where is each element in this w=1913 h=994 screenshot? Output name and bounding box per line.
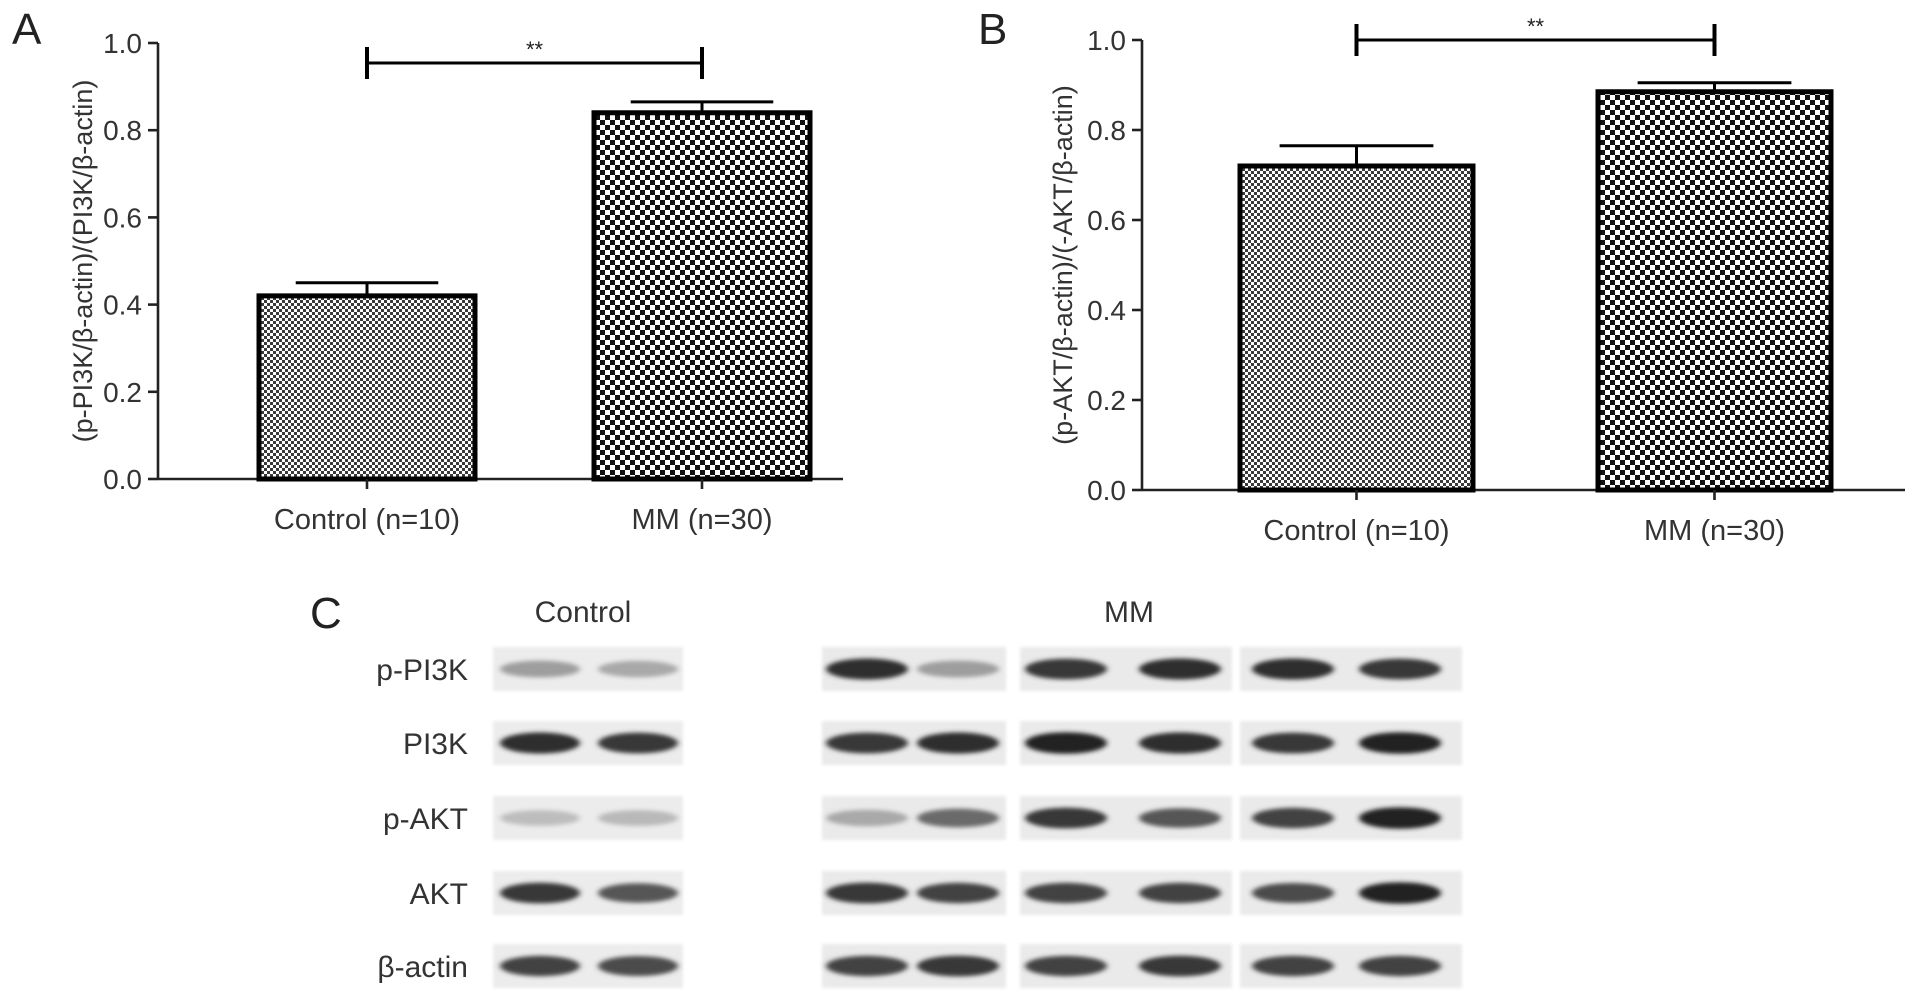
blot-row-label: AKT (410, 878, 468, 911)
blot-band (1025, 807, 1107, 829)
panel-a-y-axis-label: (p-PI3K/β-actin)/(PI3K/β-actin) (68, 80, 98, 443)
panel-b-bar (1595, 89, 1834, 493)
blot-band (1025, 658, 1107, 680)
blot-band (1252, 883, 1334, 903)
panel-a-category-label: Control (n=10) (274, 504, 460, 536)
panel-b-y-tick-label: 0.8 (1087, 115, 1126, 146)
blot-band (826, 882, 908, 904)
blot-band (1252, 955, 1334, 977)
blot-band (1025, 732, 1107, 754)
blot-band (1359, 732, 1441, 754)
panel-b-category-label: MM (n=30) (1644, 515, 1785, 547)
blot-band (1359, 882, 1441, 904)
panel-a-y-tick-label: 0.0 (103, 464, 142, 495)
panel-a-y-tick-label: 0.4 (103, 290, 142, 321)
panel-b-y-tick-label: 0.2 (1087, 385, 1126, 416)
blot-band (500, 882, 580, 904)
blot-band (826, 732, 908, 754)
panel-b-bar (1237, 163, 1476, 493)
panel-c-letter: C (310, 589, 342, 638)
blot-band (598, 732, 678, 754)
blot-band (826, 658, 908, 680)
blot-band (598, 883, 678, 903)
panel-b-category-label: Control (n=10) (1263, 515, 1449, 547)
panel-a-y-tick-label: 1.0 (103, 28, 142, 59)
blot-band (826, 955, 908, 977)
blot-band (1025, 882, 1107, 904)
blot-band (1252, 732, 1334, 754)
blot-band (500, 732, 580, 754)
panel-b-significance-label: ** (1527, 14, 1545, 39)
blot-band (917, 660, 999, 678)
panel-a-y-tick-label: 0.6 (103, 202, 142, 233)
blot-band (1359, 955, 1441, 977)
blot-band (500, 810, 580, 826)
panel-a-category-label: MM (n=30) (631, 504, 772, 536)
panel-a-bar-chart: A 0.0 0.2 0.4 0.6 0.8 1.0(p-PI3K/β-actin)/(PI… (12, 5, 843, 536)
blot-band (598, 660, 678, 678)
blot-band (1025, 955, 1107, 977)
panel-b-y-tick-label: 0.0 (1087, 475, 1126, 506)
panel-a-y-tick-label: 0.2 (103, 377, 142, 408)
blot-band (1359, 807, 1441, 829)
panel-a-y-tick-label: 0.8 (103, 115, 142, 146)
panel-a-significance-label: ** (526, 37, 544, 62)
blot-band (917, 882, 999, 904)
blot-band (917, 808, 999, 828)
blot-band (500, 955, 580, 977)
panel-a-bar (256, 293, 478, 482)
panel-b-y-tick-label: 1.0 (1087, 25, 1126, 56)
blot-row-label: β-actin (377, 951, 468, 984)
panel-b-y-tick-label: 0.4 (1087, 295, 1126, 326)
blot-band (826, 809, 908, 827)
panel-b-bar-chart: B 0.0 0.2 0.4 0.6 0.8 1.0 (p-AKT/β-actin)/(-AK… (978, 5, 1905, 547)
blot-band (917, 732, 999, 754)
blot-row-label: p-PI3K (376, 654, 468, 687)
blot-band (1139, 882, 1221, 904)
blot-band (500, 660, 580, 678)
blot-band (1139, 732, 1221, 754)
panel-a-bar (591, 110, 813, 482)
blot-band (1359, 658, 1441, 680)
blot-row-label: p-AKT (383, 803, 468, 836)
panel-b-y-tick-label: 0.6 (1087, 205, 1126, 236)
blot-row-label: PI3K (403, 728, 468, 761)
blot-band (917, 955, 999, 977)
blot-group-control-label: Control (535, 596, 632, 629)
blot-band (1139, 808, 1221, 828)
blot-band (1252, 658, 1334, 680)
blot-group-mm-label: MM (1104, 596, 1154, 629)
blot-band (1252, 807, 1334, 829)
blot-band (598, 810, 678, 826)
blot-band (1139, 955, 1221, 977)
panel-b-y-axis-label: (p-AKT/β-actin)/(-AKT/β-actin) (1048, 85, 1078, 445)
panel-a-letter: A (12, 5, 42, 54)
blot-band (598, 956, 678, 976)
panel-c-western-blot: C Control MM p-PI3K PI3K p-AKT AKT β-actin (310, 589, 1462, 988)
blot-band (1139, 658, 1221, 680)
panel-b-letter: B (978, 5, 1007, 54)
